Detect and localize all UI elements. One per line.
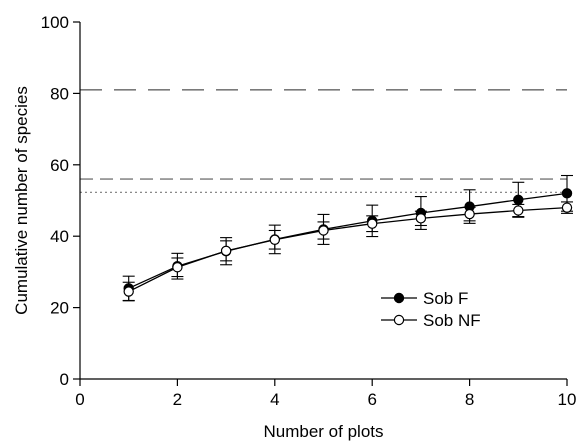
data-point <box>172 262 183 273</box>
legend-marker <box>393 292 405 304</box>
y-tick-label: 80 <box>50 84 69 103</box>
x-tick-label: 10 <box>558 390 577 409</box>
legend-label: Sob NF <box>423 311 481 330</box>
y-axis-title: Cumulative number of species <box>12 86 31 315</box>
data-point <box>415 213 427 224</box>
data-point <box>513 194 524 205</box>
data-point <box>367 218 378 229</box>
y-tick-label: 20 <box>50 299 69 318</box>
series-line <box>128 192 568 289</box>
data-point <box>561 188 573 199</box>
y-tick-label: 40 <box>50 227 69 246</box>
axes <box>79 22 567 380</box>
x-tick-label: 0 <box>75 390 84 409</box>
data-point <box>123 286 134 297</box>
series-sob-nf <box>122 201 573 302</box>
data-point <box>269 234 280 245</box>
data-point <box>220 245 232 257</box>
x-tick-label: 6 <box>367 390 376 409</box>
x-tick-label: 2 <box>173 390 182 409</box>
data-point <box>318 225 329 236</box>
x-tick-label: 4 <box>270 390 279 409</box>
data-point <box>513 205 524 216</box>
legend-label: Sob F <box>423 289 468 308</box>
series-layer <box>122 174 573 302</box>
series-line <box>128 206 568 293</box>
x-tick-label: 8 <box>465 390 474 409</box>
legend-marker <box>393 314 405 326</box>
data-point <box>464 208 475 220</box>
series-sob-f <box>122 174 573 302</box>
reference-lines <box>80 89 567 193</box>
y-tick-label: 60 <box>50 156 69 175</box>
y-tick-label: 0 <box>60 370 69 389</box>
x-axis-title: Number of plots <box>264 422 384 441</box>
legend: Sob F Sob NF <box>381 289 481 330</box>
data-point <box>561 202 573 213</box>
tick-group: 0 20 40 60 80 100 0 2 4 6 8 10 <box>41 13 577 409</box>
y-tick-label: 100 <box>41 13 69 32</box>
